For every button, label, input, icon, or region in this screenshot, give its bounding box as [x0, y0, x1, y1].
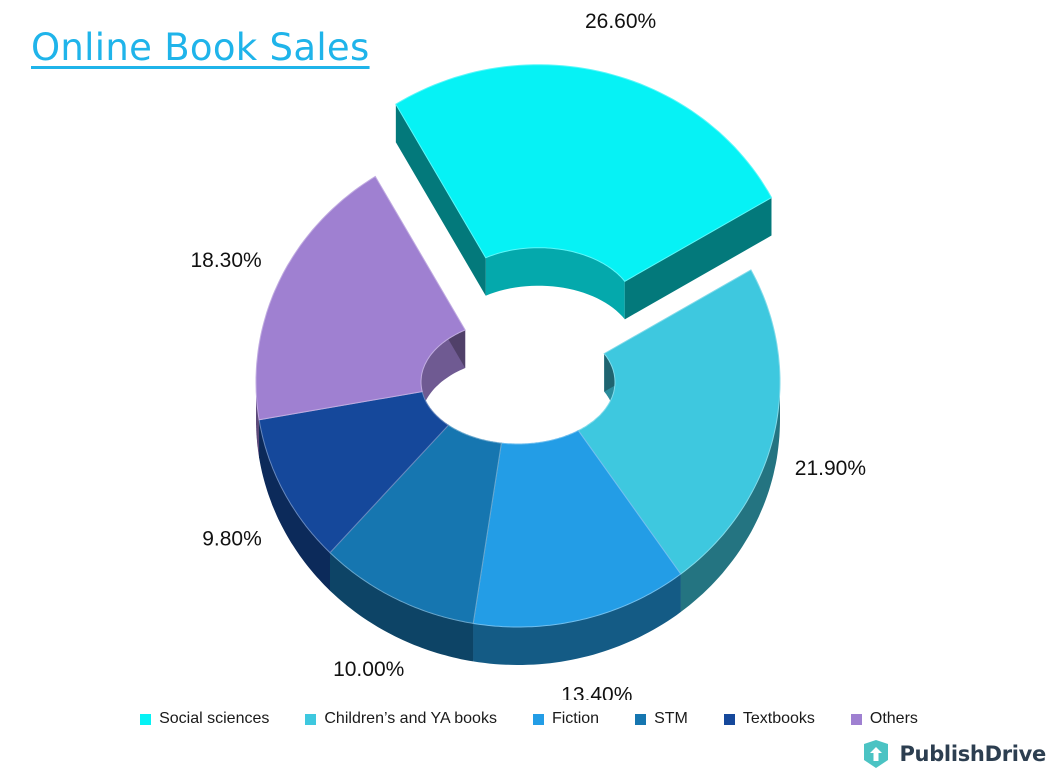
legend-item: STM: [635, 710, 688, 728]
data-label: 9.80%: [202, 527, 262, 550]
legend-swatch: [723, 713, 735, 725]
legend-item: Others: [850, 710, 918, 728]
slice-outer-wall: [330, 552, 474, 662]
publishdrive-logo-icon: [864, 740, 889, 768]
slice-outer-wall: [680, 382, 780, 612]
chart-legend: Social sciences Children’s and YA books Fi…: [0, 710, 1058, 728]
data-label: 26.60%: [585, 10, 656, 33]
slice-cut-face: [624, 197, 772, 320]
legend-swatch: [305, 713, 317, 725]
brand-logo: PublishDrive: [861, 740, 1046, 768]
chart-title: Online Book Sales: [31, 26, 370, 69]
legend-label: Others: [869, 710, 918, 727]
slice-outer-wall: [259, 419, 330, 591]
legend-label: Fiction: [551, 710, 600, 727]
slice-others: [255, 175, 466, 421]
legend-swatch: [850, 713, 862, 725]
slice-inner-wall: [485, 247, 625, 320]
slice-cut-face: [395, 104, 486, 296]
data-label: 21.90%: [795, 457, 866, 480]
legend-item: Fiction: [532, 710, 600, 728]
donut-chart: 26.60% 21.90% 13.40% 10.00% 9.80% 18.30%: [190, 10, 866, 700]
legend-swatch: [140, 713, 152, 725]
slice-labels: 26.60% 21.90% 13.40% 10.00% 9.80% 18.30%: [190, 10, 866, 700]
legend-swatch: [532, 713, 544, 725]
legend-item: Social sciences: [140, 710, 269, 728]
slice-social-sciences: [395, 64, 773, 282]
legend-label: STM: [654, 710, 688, 727]
data-label: 13.40%: [561, 684, 632, 701]
legend-item: Children’s and YA books: [305, 710, 497, 728]
slice-outer-wall: [473, 574, 681, 665]
brand-name: PublishDrive: [899, 742, 1046, 766]
legend-label: Children’s and YA books: [324, 710, 497, 727]
slice-tops: [255, 64, 781, 628]
slice-inner-wall: [421, 330, 466, 420]
data-label: 18.30%: [190, 249, 261, 272]
legend-swatch: [635, 713, 647, 725]
legend-label: Textbooks: [742, 710, 815, 727]
data-label: 10.00%: [333, 658, 404, 681]
legend-item: Textbooks: [723, 710, 815, 728]
legend-label: Social sciences: [159, 710, 270, 727]
